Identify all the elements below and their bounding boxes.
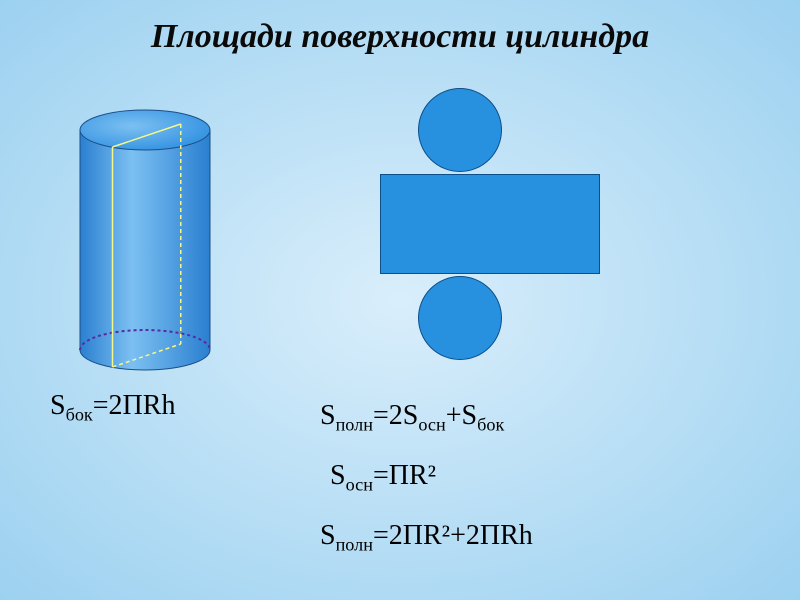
formula-lateral: Sбок=2ПRh — [50, 390, 175, 426]
net-bottom-circle — [418, 276, 502, 360]
net-lateral-rect — [380, 174, 600, 274]
formula-total: Sполн=2Sосн+Sбок — [320, 400, 504, 436]
cylinder-diagram — [70, 100, 220, 380]
page-title: Площади поверхности цилиндра — [0, 18, 800, 56]
formula-total-expanded: Sполн=2ПR²+2ПRh — [320, 520, 533, 556]
slide-content: Площади поверхности цилиндра Sбок=2ПRh S… — [0, 0, 800, 600]
formula-base: Sосн=ПR² — [330, 460, 436, 496]
net-top-circle — [418, 88, 502, 172]
